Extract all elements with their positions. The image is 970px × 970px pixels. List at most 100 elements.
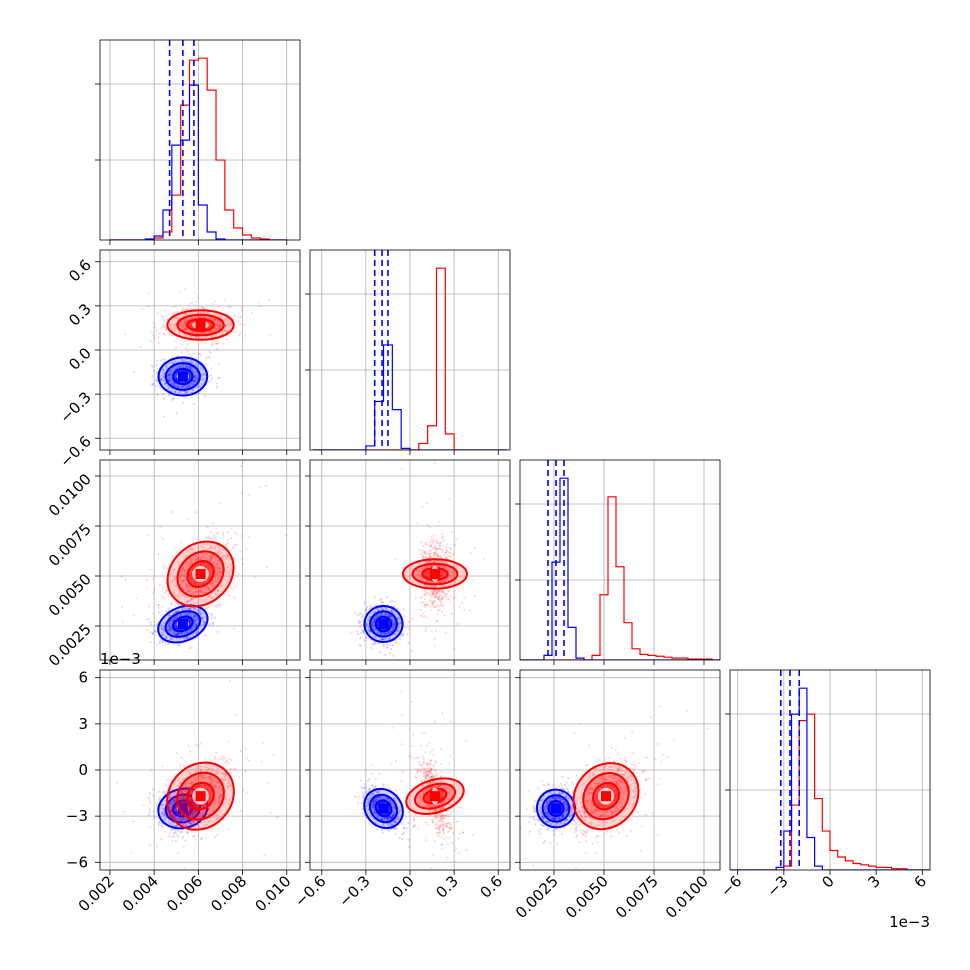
scatter-point xyxy=(200,374,203,377)
scatter-point xyxy=(188,366,191,369)
scatter-point xyxy=(195,631,198,634)
scatter-point xyxy=(192,389,195,392)
scatter-point xyxy=(214,318,217,322)
scatter-point xyxy=(433,462,436,465)
scatter-point xyxy=(211,621,215,625)
scatter-point xyxy=(170,374,173,377)
scatter-point xyxy=(190,797,193,800)
scatter-point xyxy=(199,368,202,371)
scatter-point xyxy=(181,323,184,326)
scatter-point xyxy=(202,307,205,310)
scatter-point xyxy=(399,621,402,624)
scatter-point xyxy=(178,330,181,333)
scatter-point xyxy=(440,541,443,544)
scatter-point xyxy=(438,594,442,597)
scatter-point xyxy=(157,604,161,607)
scatter-point xyxy=(176,614,179,617)
scatter-point xyxy=(188,608,191,611)
scatter-point xyxy=(438,593,442,596)
scatter-point xyxy=(410,649,413,653)
scatter-point xyxy=(421,506,424,509)
scatter-point xyxy=(202,599,206,602)
scatter-point xyxy=(153,337,156,340)
scatter-point xyxy=(172,618,175,621)
scatter-point xyxy=(180,613,183,616)
scatter-point xyxy=(361,630,365,634)
scatter-point xyxy=(385,613,388,617)
scatter-point xyxy=(160,824,163,827)
scatter-point xyxy=(214,319,217,322)
scatter-point xyxy=(172,638,175,641)
scatter-point xyxy=(356,630,359,633)
scatter-point xyxy=(368,630,372,633)
scatter-point xyxy=(156,379,159,383)
scatter-point xyxy=(152,334,155,337)
scatter-point xyxy=(192,616,195,619)
scatter-point xyxy=(199,591,203,594)
scatter-point xyxy=(158,583,161,587)
scatter-point xyxy=(388,615,391,618)
scatter-point xyxy=(446,562,449,565)
scatter-point xyxy=(433,586,436,589)
scatter-point xyxy=(432,601,435,604)
scatter-point xyxy=(219,326,222,329)
scatter-point xyxy=(163,375,166,379)
scatter-point xyxy=(190,322,193,325)
scatter-point xyxy=(195,618,198,622)
scatter-point xyxy=(213,319,216,322)
scatter-point xyxy=(432,560,435,563)
scatter-point xyxy=(171,306,174,309)
scatter-point xyxy=(160,803,164,807)
scatter-point xyxy=(427,572,430,575)
blue-histogram-step-line xyxy=(109,84,287,240)
scatter-point xyxy=(424,555,427,559)
scatter-point xyxy=(174,594,177,597)
scatter-point xyxy=(424,550,427,553)
scatter-point xyxy=(182,309,185,312)
scatter-point xyxy=(184,333,187,336)
scatter-point xyxy=(382,638,386,641)
scatter-point xyxy=(388,615,391,618)
scatter-point xyxy=(167,373,170,376)
scatter-point xyxy=(184,357,187,361)
scatter-point xyxy=(386,613,390,616)
scatter-point xyxy=(362,631,366,635)
scatter-point xyxy=(168,802,171,805)
scatter-point xyxy=(364,609,367,612)
scatter-point xyxy=(184,390,187,393)
scatter-point xyxy=(448,576,451,580)
scatter-point xyxy=(159,525,162,528)
scatter-point xyxy=(391,617,394,620)
scatter-point xyxy=(162,586,165,589)
scatter-point xyxy=(179,591,182,594)
scatter-point xyxy=(195,558,198,561)
scatter-point xyxy=(169,626,172,630)
scatter-point xyxy=(191,361,194,364)
scatter-point xyxy=(451,571,454,574)
scatter-point xyxy=(170,324,174,327)
scatter-point xyxy=(181,385,184,388)
scatter-point xyxy=(444,585,447,588)
scatter-point xyxy=(434,590,437,594)
scatter-point xyxy=(395,630,398,633)
scatter-point xyxy=(171,828,174,831)
scatter-point xyxy=(180,343,184,346)
scatter-point xyxy=(224,557,227,560)
scatter-point xyxy=(188,330,191,333)
scatter-point xyxy=(161,825,164,828)
scatter-point xyxy=(177,591,180,594)
scatter-point xyxy=(184,325,187,328)
scatter-point xyxy=(441,572,444,575)
scatter-point xyxy=(170,827,173,830)
scatter-point xyxy=(194,581,198,584)
scatter-point xyxy=(186,560,189,563)
scatter-point xyxy=(381,608,384,611)
scatter-point xyxy=(441,597,444,600)
scatter-point xyxy=(194,622,198,625)
scatter-point xyxy=(167,615,170,618)
scatter-point xyxy=(203,622,207,625)
scatter-point xyxy=(239,750,242,753)
scatter-point xyxy=(379,633,382,636)
scatter-point xyxy=(168,628,171,632)
scatter-point xyxy=(173,327,176,330)
